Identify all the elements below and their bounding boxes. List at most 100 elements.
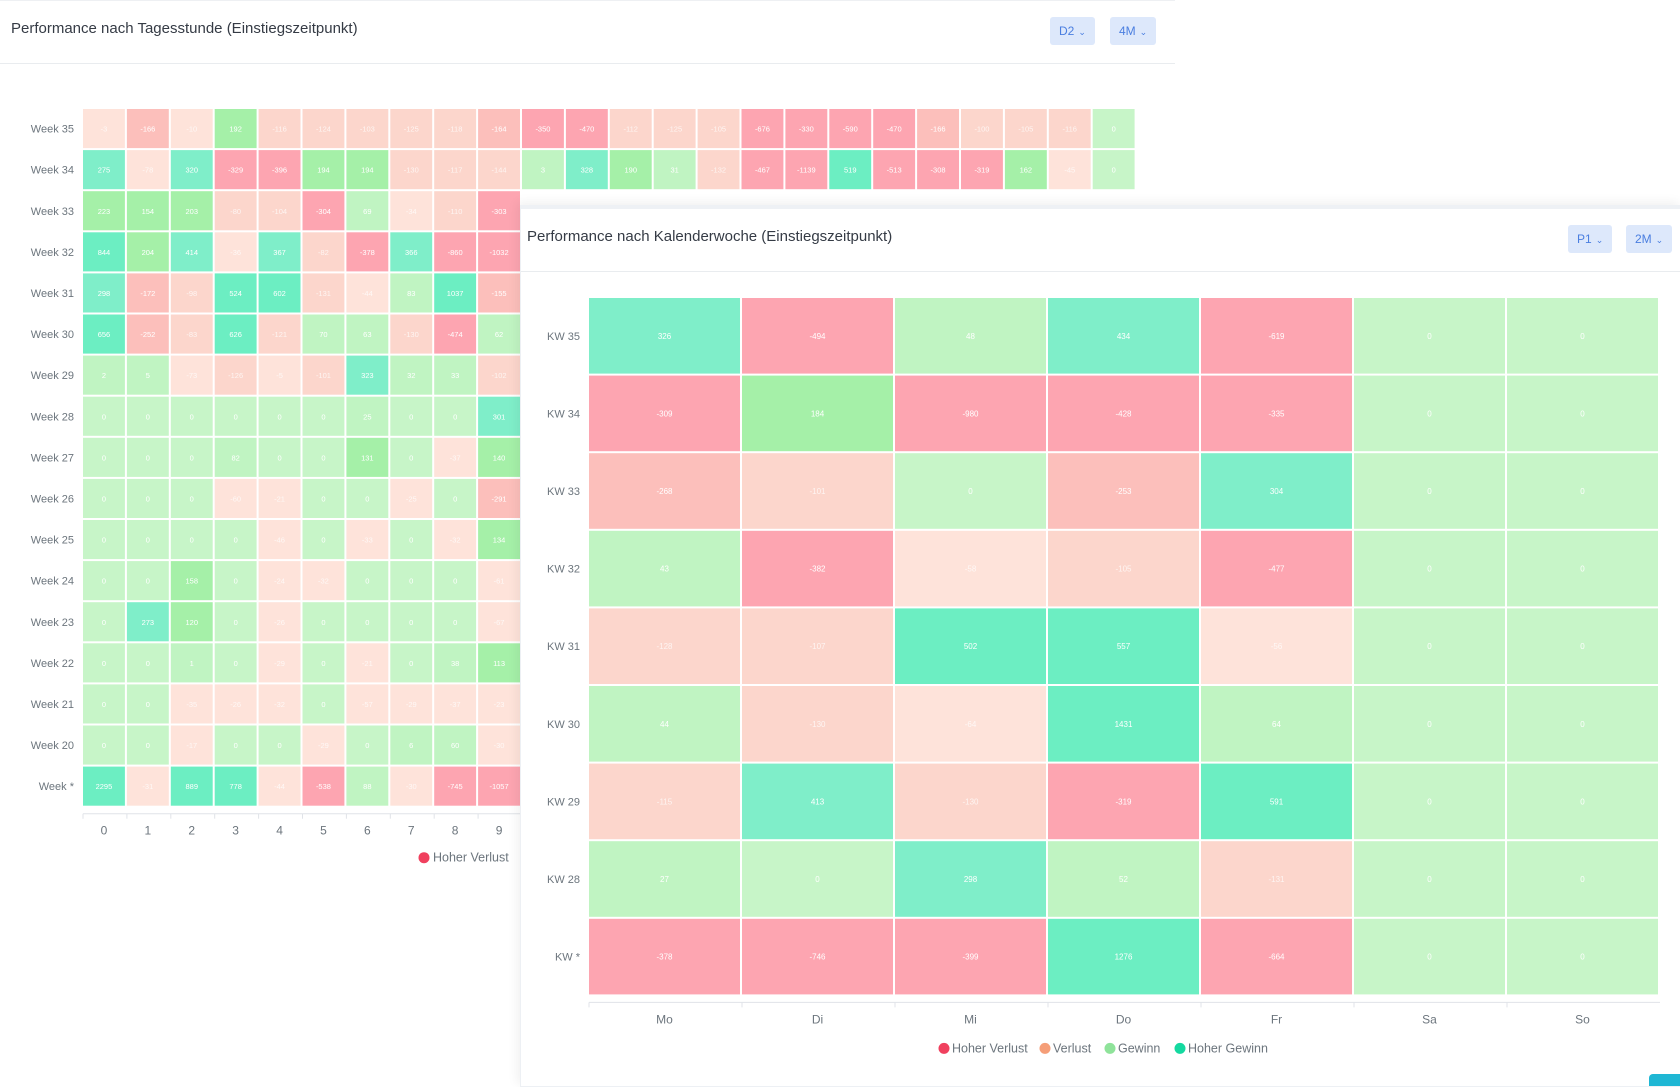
legend-marker[interactable] (1174, 1042, 1186, 1054)
cell-value-label: -56 (1271, 642, 1283, 651)
cell-value-label: -676 (755, 125, 770, 134)
x-tick-label: 6 (364, 824, 371, 838)
cell-value-label: 0 (1427, 487, 1432, 496)
heatmap-cell (742, 298, 893, 374)
cell-value-label: -105 (1115, 565, 1132, 574)
cell-value-label: -166 (140, 125, 155, 134)
legend-label[interactable]: Hoher Gewinn (1188, 1041, 1268, 1055)
heatmap-cell (390, 602, 433, 642)
heatmap-cell (83, 232, 125, 272)
heatmap-cell (697, 109, 740, 149)
legend-marker[interactable] (1039, 1042, 1051, 1054)
heatmap-cell (917, 150, 959, 190)
range-2m-dropdown[interactable]: 2M ⌄ (1626, 225, 1673, 253)
cell-value-label: -980 (962, 409, 979, 418)
cell-value-label: 0 (453, 494, 457, 503)
cell-value-label: 0 (146, 412, 150, 421)
cell-value-label: 0 (277, 412, 281, 421)
legend-marker[interactable] (1104, 1042, 1116, 1054)
cell-value-label: -34 (406, 207, 417, 216)
cell-value-label: 0 (146, 741, 150, 750)
cell-value-label: 0 (1580, 565, 1585, 574)
heatmap-cell (83, 273, 125, 313)
heatmap-cell (302, 684, 345, 724)
cell-value-label: -399 (962, 953, 979, 962)
period-p1-dropdown[interactable]: P1 ⌄ (1568, 225, 1613, 253)
weekly-performance-card: Performance nach Kalenderwoche (Einstieg… (520, 205, 1680, 1087)
heatmap-cell (126, 396, 169, 436)
heatmap-cell (258, 766, 301, 806)
cell-value-label: 320 (185, 166, 198, 175)
heatmap-cell (214, 602, 257, 642)
y-tick-label: KW 29 (547, 796, 580, 808)
heatmap-cell (1507, 298, 1658, 374)
cell-value-label: -166 (931, 125, 946, 134)
cell-value-label: 0 (1427, 642, 1432, 651)
cell-value-label: 889 (185, 782, 198, 791)
cell-value-label: 62 (495, 330, 503, 339)
legend-label[interactable]: Hoher Verlust (433, 851, 509, 865)
x-tick-label: Sa (1422, 1012, 1437, 1026)
heatmap-cell (83, 191, 125, 231)
cell-value-label: 158 (185, 577, 198, 586)
cell-value-label: 1037 (447, 289, 464, 298)
heatmap-cell (1092, 150, 1135, 190)
cell-value-label: -117 (448, 166, 462, 175)
heatmap-cell (83, 725, 125, 765)
heatmap-cell (478, 109, 520, 149)
cell-value-label: 326 (658, 332, 672, 341)
y-tick-label: Week 23 (31, 617, 74, 629)
heatmap-cell (434, 109, 477, 149)
heatmap-cell (873, 150, 916, 190)
heatmap-cell (390, 478, 433, 518)
cell-value-label: 323 (361, 371, 374, 380)
cell-value-label: 304 (1270, 487, 1284, 496)
heatmap-cell (1507, 686, 1658, 762)
heatmap-cell (390, 314, 433, 354)
heatmap-cell (589, 298, 740, 374)
cell-value-label: 0 (409, 659, 413, 668)
cell-value-label: -104 (272, 207, 287, 216)
cell-value-label: 0 (1427, 720, 1432, 729)
legend-marker-hoher-verlust[interactable] (418, 852, 430, 864)
heatmap-cell (258, 191, 301, 231)
heatmap-cell (1092, 109, 1135, 149)
cell-value-label: -619 (1268, 332, 1285, 341)
legend-label[interactable]: Hoher Verlust (952, 1041, 1028, 1055)
cell-value-label: 0 (321, 659, 325, 668)
cell-value-label: 0 (409, 412, 413, 421)
range-4m-dropdown[interactable]: 4M ⌄ (1110, 17, 1157, 45)
heatmap-cell (742, 530, 893, 607)
cell-value-label: -33 (362, 536, 373, 545)
heatmap-cell (1004, 150, 1047, 190)
heatmap-cell (1354, 530, 1505, 607)
period-d2-dropdown[interactable]: D2 ⌄ (1050, 17, 1095, 45)
cell-value-label: 0 (1580, 720, 1585, 729)
cell-value-label: -378 (360, 248, 375, 257)
cell-value-label: -319 (1115, 797, 1132, 806)
heatmap-cell (434, 520, 477, 560)
cell-value-label: 0 (234, 659, 238, 668)
legend-marker[interactable] (938, 1042, 950, 1054)
heatmap-cell (390, 766, 433, 806)
heatmap-cell (895, 530, 1046, 607)
legend-label[interactable]: Gewinn (1118, 1041, 1160, 1055)
heatmap-cell (346, 396, 389, 436)
heatmap-cell (1507, 375, 1658, 452)
heatmap-cell (589, 530, 740, 607)
heatmap-cell (83, 766, 125, 806)
cell-value-label: -17 (186, 741, 197, 750)
cell-value-label: 275 (98, 166, 111, 175)
cell-value-label: -116 (272, 125, 286, 134)
chat-widget-button[interactable] (1649, 1074, 1680, 1086)
cell-value-label: -37 (450, 453, 461, 462)
heatmap-cell (478, 602, 520, 642)
cell-value-label: -29 (318, 741, 329, 750)
heatmap-cell (170, 150, 213, 190)
heatmap-cell (302, 725, 345, 765)
cell-value-label: -308 (931, 166, 946, 175)
heatmap-cell (434, 766, 477, 806)
y-tick-label: Week 22 (31, 658, 74, 670)
legend-label[interactable]: Verlust (1053, 1041, 1092, 1055)
heatmap-cell (126, 561, 169, 601)
